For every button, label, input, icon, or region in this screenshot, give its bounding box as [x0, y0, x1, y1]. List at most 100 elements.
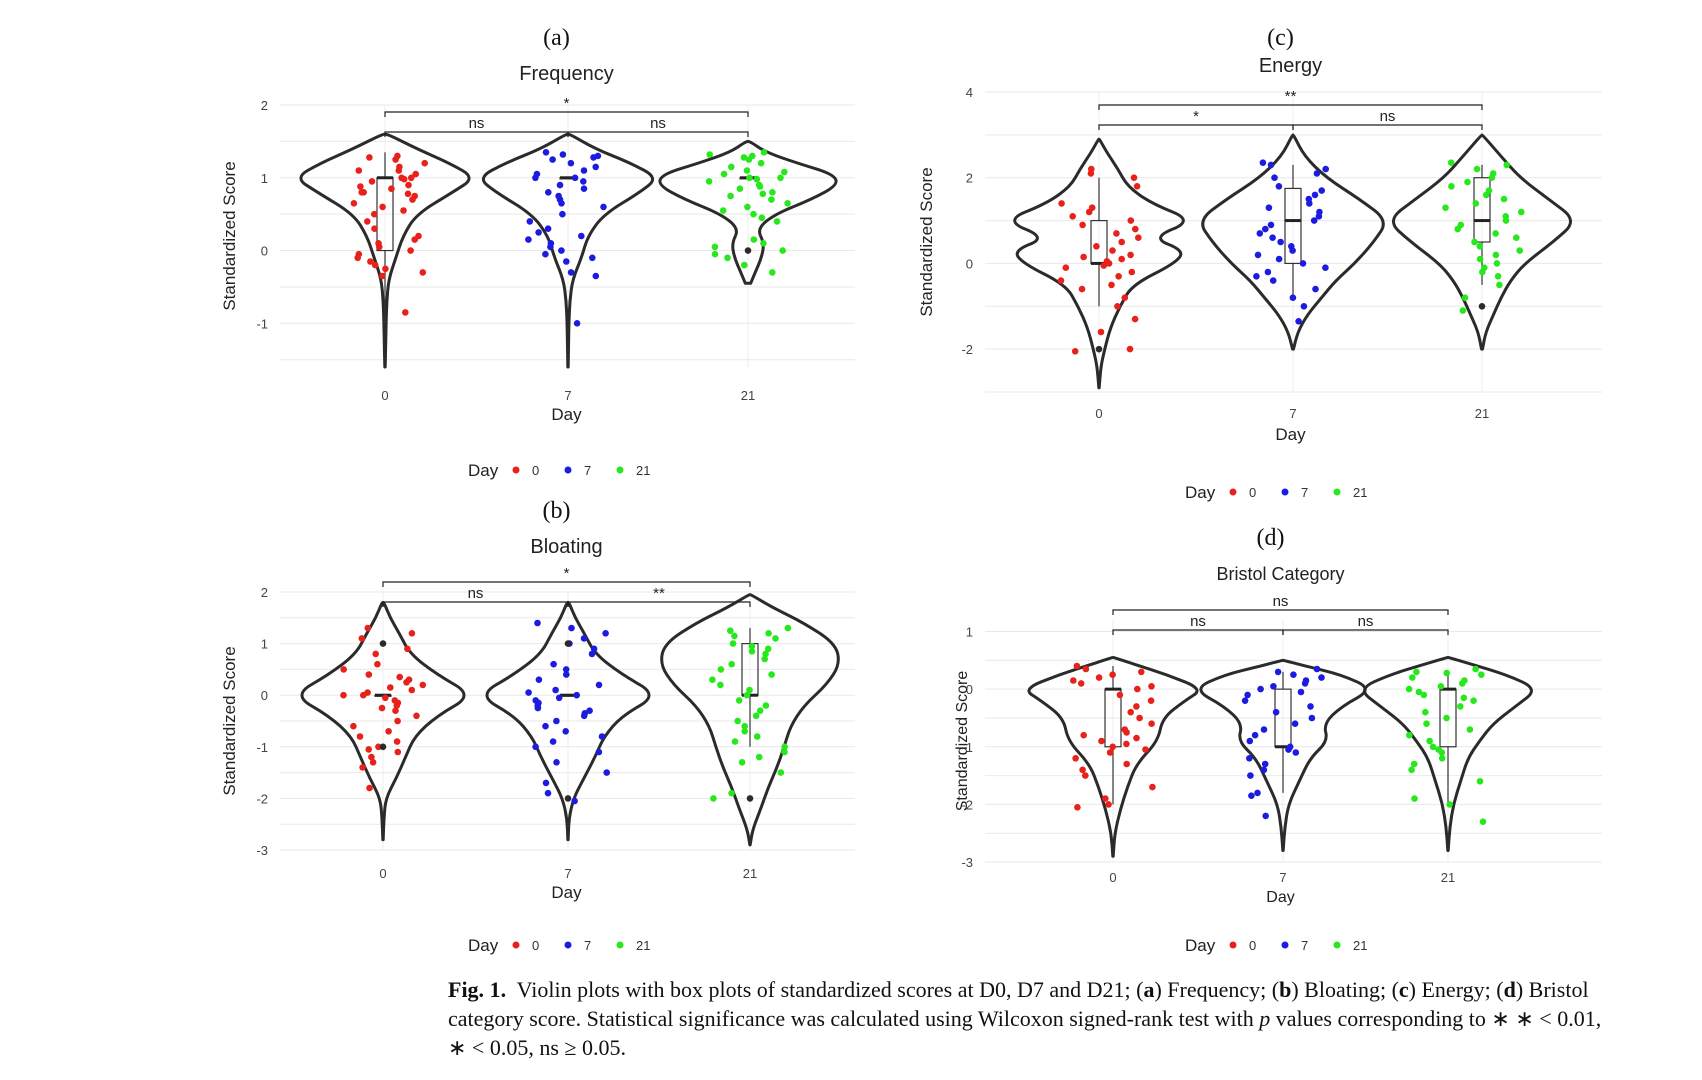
data-point-day-0 — [375, 743, 382, 751]
significance-bracket — [1112, 629, 1284, 635]
data-point-day-7 — [590, 645, 598, 653]
legend-label: 21 — [636, 463, 650, 478]
data-point-day-0 — [1109, 671, 1116, 678]
data-point-day-7 — [580, 712, 588, 720]
data-point-day-0 — [1082, 665, 1090, 673]
significance-bracket — [382, 581, 751, 587]
data-point-day-0 — [394, 748, 402, 756]
caption-part: b — [1279, 977, 1292, 1002]
data-point-day-7 — [559, 151, 567, 158]
data-point-day-21 — [738, 759, 746, 766]
x-tick-label: 7 — [564, 388, 571, 403]
data-point-day-0 — [364, 218, 371, 225]
violin-day-0 — [1027, 655, 1199, 858]
caption-part: ) Energy; ( — [1408, 977, 1504, 1002]
data-point-day-21 — [784, 624, 792, 632]
data-point-day-7 — [547, 243, 554, 251]
data-point-day-0 — [356, 733, 364, 740]
data-point-day-0 — [1109, 743, 1116, 751]
data-point-day-21 — [1429, 743, 1437, 751]
significance-label: ** — [653, 585, 665, 602]
data-point-day-21 — [764, 645, 772, 653]
data-point-day-7 — [1297, 688, 1305, 696]
data-point-day-0 — [371, 210, 378, 218]
violin-day-0 — [299, 132, 471, 369]
data-point-day-7 — [578, 232, 585, 240]
data-point-day-7 — [532, 743, 539, 751]
data-point-day-21 — [753, 733, 761, 740]
data-point-day-7 — [1311, 191, 1319, 199]
y-tick-label: -2 — [961, 797, 973, 812]
data-point-day-21 — [744, 203, 751, 211]
x-axis-label: Day — [551, 405, 582, 424]
legend-marker-day-0 — [1229, 488, 1237, 496]
significance-bracket — [1098, 124, 1294, 130]
data-point-day-7 — [603, 769, 610, 776]
data-point-day-21 — [1496, 281, 1503, 289]
data-point-day-0 — [1108, 281, 1115, 289]
legend-marker-day-21 — [1333, 488, 1341, 496]
data-point-day-7 — [542, 722, 549, 730]
data-point-day-7 — [1262, 812, 1269, 820]
data-point-day-21 — [728, 660, 735, 668]
data-point-day-0 — [374, 660, 381, 668]
data-point-day-21 — [1516, 247, 1523, 254]
y-tick-label: 2 — [261, 98, 268, 113]
data-point-day-0 — [413, 712, 420, 720]
data-point-day-7 — [595, 681, 603, 689]
panel-label: (b) — [543, 498, 571, 524]
data-point-day-0 — [1085, 208, 1093, 216]
legend-marker-day-21 — [1333, 941, 1341, 949]
data-point-day-7 — [1272, 708, 1280, 716]
data-point-day-0 — [403, 679, 410, 686]
data-point-day-21 — [1443, 714, 1450, 722]
significance-bracket — [1282, 629, 1449, 635]
caption-part: ) Bristol category score. Statistical si… — [448, 977, 1589, 1031]
data-point-day-21 — [756, 183, 764, 190]
significance-bracket — [384, 131, 569, 137]
y-tick-label: -3 — [256, 843, 268, 858]
data-point-day-21 — [729, 640, 737, 647]
data-point-day-0 — [1116, 691, 1124, 699]
data-point-day-7 — [1301, 680, 1309, 687]
data-point-day-7 — [1290, 671, 1297, 678]
y-axis-label: Standardized Score — [220, 646, 239, 795]
data-point-day-0 — [1105, 260, 1113, 267]
legend-label: 0 — [1249, 485, 1256, 500]
data-point-day-21 — [781, 743, 788, 751]
data-point-day-21 — [1461, 294, 1469, 302]
data-point-day-7 — [563, 671, 570, 678]
data-point-day-0 — [1131, 315, 1139, 323]
data-point-day-21 — [1476, 243, 1484, 250]
data-point-day-0 — [385, 728, 392, 735]
x-tick-label: 21 — [741, 388, 755, 403]
chart-title: Energy — [1259, 55, 1322, 77]
significance-label: ns — [650, 115, 666, 132]
data-point-day-0 — [421, 159, 429, 167]
legend-marker-day-0 — [1229, 941, 1237, 949]
y-tick-label: -1 — [961, 740, 973, 755]
significance-bracket — [567, 131, 749, 137]
data-point-day-0 — [419, 681, 427, 689]
violin-day-21 — [658, 139, 838, 285]
data-point-day-7 — [571, 797, 578, 805]
data-point-day-21 — [706, 151, 713, 158]
data-point-day-7 — [1269, 277, 1277, 284]
data-point-day-21 — [741, 261, 748, 269]
data-point-day-0 — [404, 190, 412, 198]
data-point-day-0 — [419, 269, 427, 276]
data-point-day-21 — [736, 185, 744, 192]
data-point-day-21 — [731, 738, 739, 745]
data-point-day-7 — [1241, 697, 1249, 704]
data-point-day-7 — [535, 676, 543, 683]
x-tick-label: 0 — [1109, 870, 1116, 885]
y-axis-label: Standardized Score — [220, 161, 239, 310]
data-point-day-7 — [1295, 318, 1302, 325]
data-point-day-21 — [1470, 697, 1477, 704]
data-point-day-0 — [1114, 303, 1121, 310]
data-point-day-7 — [532, 174, 539, 182]
x-tick-label: 7 — [1279, 870, 1286, 885]
violin-day-21 — [660, 593, 840, 847]
chart-title: Bristol Category — [1216, 564, 1344, 584]
chart-title: Bloating — [530, 536, 602, 558]
